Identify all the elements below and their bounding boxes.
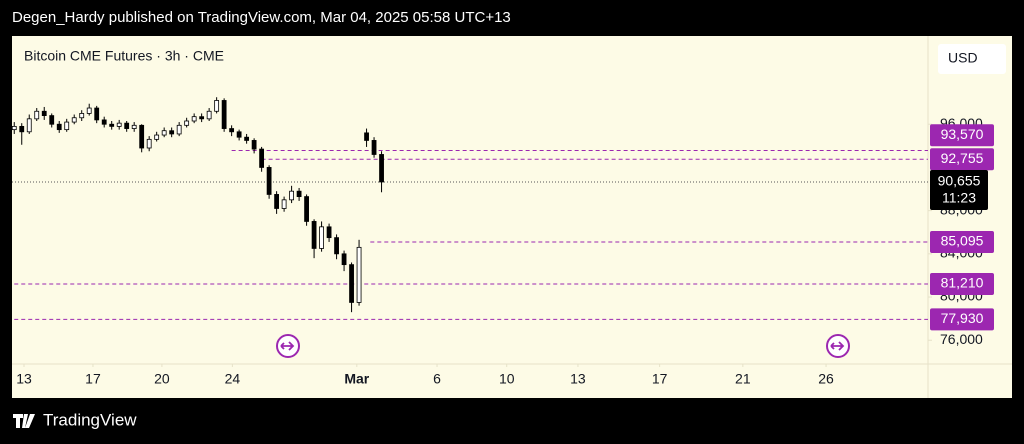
footer-brand: TradingView — [43, 410, 137, 429]
level-label: 93,570 — [941, 126, 984, 142]
candle-body — [64, 121, 70, 131]
candle-body — [311, 221, 317, 249]
candle-body — [176, 124, 182, 135]
level-label-box — [930, 231, 994, 254]
candle-body — [319, 226, 324, 249]
chart-title: Bitcoin CME Futures · 3h · CME — [24, 48, 224, 64]
level-label: 77,930 — [941, 310, 984, 326]
candle-body — [11, 125, 17, 131]
candle-body — [146, 138, 152, 149]
candle-body — [229, 128, 235, 133]
x-tick-label: 6 — [433, 371, 441, 387]
candle-body — [296, 190, 302, 197]
candle-body — [259, 148, 265, 168]
candle-body — [214, 100, 220, 112]
countdown: 11:23 — [942, 190, 976, 206]
logo — [13, 414, 35, 428]
level-label: 81,210 — [941, 275, 984, 291]
candle-body — [266, 167, 272, 195]
candle-body — [326, 226, 332, 239]
candle-body — [371, 140, 377, 155]
x-tick-label: 17 — [652, 371, 668, 387]
candle-body — [289, 190, 294, 201]
y-tick-label: 76,000 — [940, 331, 983, 347]
event-icon[interactable] — [826, 334, 850, 358]
candle-body — [304, 196, 309, 222]
candle-body — [116, 122, 122, 127]
level-label-box — [930, 124, 994, 147]
candle-body — [206, 110, 212, 120]
currency-box[interactable] — [938, 44, 1006, 74]
candle-body — [71, 117, 77, 123]
x-tick-label: 24 — [225, 371, 241, 387]
candle-body — [41, 110, 47, 116]
candle-body — [191, 116, 197, 122]
candle-body — [341, 253, 347, 266]
candle-body — [56, 123, 62, 131]
chart-area — [12, 36, 1012, 398]
candle-body — [244, 136, 250, 141]
candle-body — [34, 110, 40, 120]
candle-body — [161, 130, 167, 136]
candle-body — [94, 107, 100, 121]
level-label: 85,095 — [941, 233, 984, 249]
level-label-box — [930, 272, 994, 295]
level-label-box — [930, 148, 994, 171]
plot: 13 17 20 24 Mar 6 10 13 17 21 26 — [11, 97, 928, 387]
x-tick-label: Mar — [344, 371, 369, 387]
last-price-label: 90,655 — [938, 173, 981, 189]
currency: USD — [948, 50, 978, 66]
candle-body — [131, 124, 137, 129]
x-tick-label: 13 — [16, 371, 32, 387]
candle-body — [274, 194, 280, 209]
header: Degen_Hardy published on TradingView.com… — [12, 9, 511, 26]
candle-body — [109, 123, 115, 127]
candle-body — [139, 124, 145, 149]
level-label-box — [930, 308, 994, 331]
candle-body — [356, 246, 362, 303]
candle-body — [364, 132, 369, 141]
x-tick-label: 21 — [735, 371, 751, 387]
candle-body — [334, 237, 339, 255]
price-axis: 76,00080,00084,00088,00096,00077,93081,2… — [928, 115, 994, 347]
candle-body — [221, 100, 227, 129]
candle-body — [124, 122, 130, 129]
x-tick-label: 20 — [154, 371, 170, 387]
level-label: 92,755 — [941, 150, 984, 166]
event-icon[interactable] — [276, 334, 300, 358]
candle-body — [26, 118, 32, 133]
candle-body — [154, 134, 160, 140]
candle-body — [101, 119, 107, 125]
candle-body — [236, 131, 242, 138]
candle-body — [184, 120, 190, 126]
candle-body — [19, 125, 25, 133]
x-tick-label: 26 — [818, 371, 834, 387]
candle-body — [251, 140, 257, 150]
x-tick-label: 17 — [85, 371, 101, 387]
candle-body — [281, 199, 287, 209]
candle-body — [86, 107, 92, 114]
candle-body — [79, 113, 85, 119]
x-tick-label: 10 — [499, 371, 515, 387]
candle-body — [379, 154, 384, 183]
x-tick-label: 13 — [570, 371, 586, 387]
candle-body — [199, 116, 205, 120]
candle-body — [349, 264, 354, 303]
candle-body — [49, 115, 55, 125]
last-price-box — [930, 169, 988, 210]
candle-body — [169, 130, 175, 135]
